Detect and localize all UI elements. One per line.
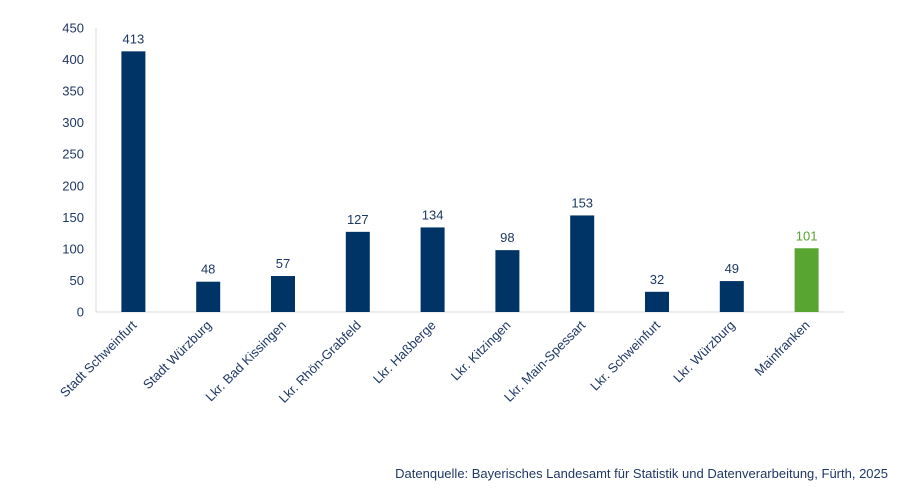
- data-label: 413: [123, 31, 145, 46]
- y-tick-label: 350: [62, 84, 84, 99]
- x-tick-label: Stadt Würzburg: [140, 318, 214, 392]
- bar-chart: 0 50 100 150 200 250 300 350 400 450 413 48 57 127 13…: [57, 21, 844, 406]
- bar: [196, 281, 221, 312]
- bar: [345, 231, 370, 312]
- source-note: Datenquelle: Bayerisches Landesamt für S…: [395, 466, 888, 481]
- x-tick-label: Lkr. Schweinfurt: [587, 317, 663, 393]
- x-tick-label: Lkr. Kitzingen: [448, 318, 514, 384]
- bar: [645, 291, 669, 312]
- data-label: 57: [276, 256, 290, 271]
- data-label: 98: [500, 230, 514, 245]
- bar: [794, 248, 819, 312]
- y-axis-ticks: 0 50 100 150 200 250 300 350 400 450: [62, 21, 84, 320]
- y-tick-label: 200: [62, 178, 84, 193]
- bar: [495, 250, 520, 312]
- data-label: 127: [347, 212, 369, 227]
- x-tick-label: Lkr. Haßberge: [370, 318, 439, 387]
- data-label: 49: [725, 261, 739, 276]
- x-tick-label: Mainfranken: [752, 318, 813, 379]
- data-label: 153: [571, 195, 593, 210]
- y-tick-label: 250: [62, 147, 84, 162]
- x-tick-label: Lkr. Rhön-Grabfeld: [276, 318, 364, 406]
- data-labels: 413 48 57 127 134 98 153 32 49 101: [123, 31, 818, 286]
- bar: [121, 51, 146, 313]
- bar: [719, 281, 744, 312]
- y-tick-label: 400: [62, 52, 84, 67]
- bars: [121, 51, 819, 313]
- y-tick-label: 300: [62, 115, 84, 130]
- data-label: 32: [650, 272, 664, 287]
- x-tick-label: Lkr. Main-Spessart: [501, 317, 589, 405]
- data-label: 48: [201, 262, 215, 277]
- bar: [570, 215, 595, 312]
- x-tick-label: Lkr. Würzburg: [670, 318, 738, 386]
- y-tick-label: 50: [70, 273, 84, 288]
- y-tick-label: 450: [62, 21, 84, 36]
- x-tick-label: Lkr. Bad Kissingen: [202, 318, 289, 405]
- bar: [420, 227, 445, 312]
- y-tick-label: 100: [62, 241, 84, 256]
- bar: [271, 276, 295, 312]
- y-tick-label: 150: [62, 210, 84, 225]
- data-label: 134: [422, 207, 444, 222]
- x-tick-label: Stadt Schweinfurt: [57, 317, 140, 400]
- y-tick-label: 0: [77, 305, 84, 320]
- data-label: 101: [796, 228, 818, 243]
